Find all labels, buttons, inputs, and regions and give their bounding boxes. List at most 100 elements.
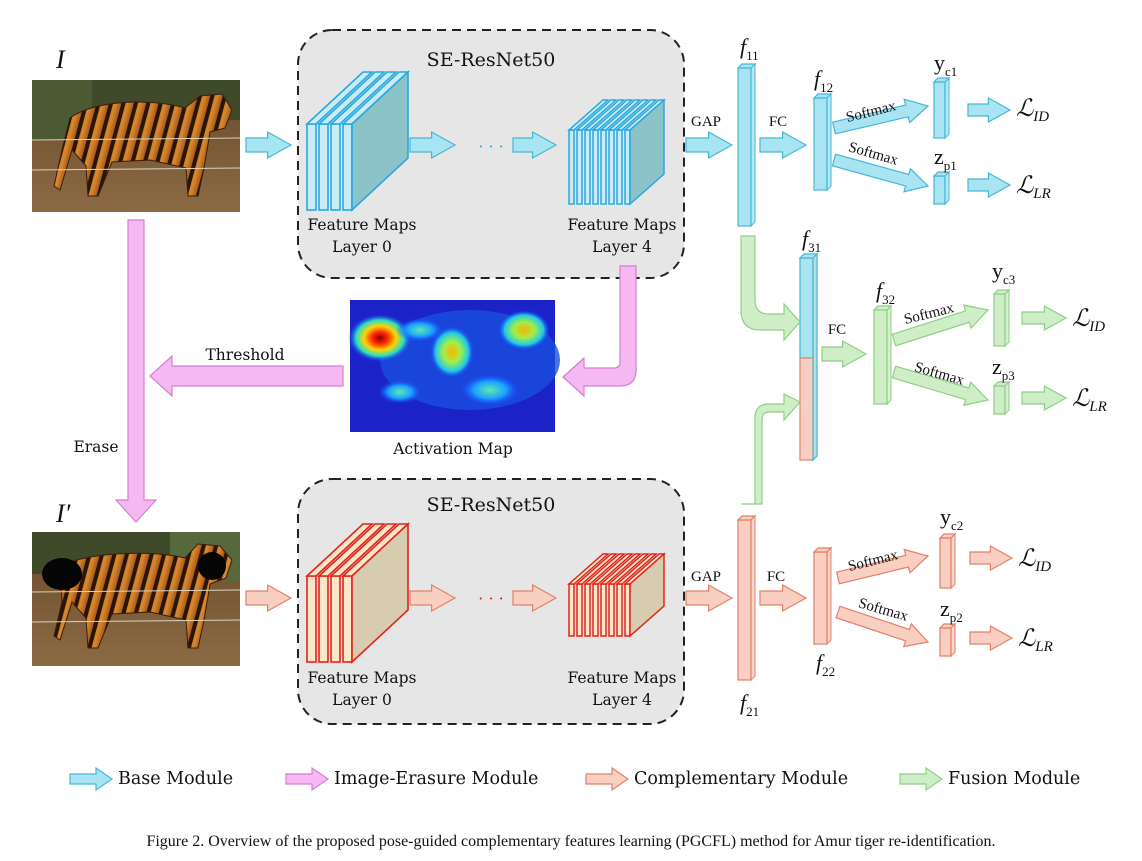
gap-label-bottom: GAP <box>691 569 721 585</box>
arrow-softmax-yc2 <box>835 548 930 585</box>
legend-label-erasure: Image-Erasure Module <box>334 769 539 789</box>
arrow-fc-fusion <box>821 339 868 369</box>
ellipsis-top: · · · <box>478 137 503 156</box>
fc-label-1: FC <box>769 114 787 130</box>
vector-yc3 <box>992 288 1011 348</box>
label-yc1: yc1 <box>934 50 957 79</box>
loss-lr-fusion: ℒLR <box>1072 386 1107 415</box>
activation-map-label: Activation Map <box>392 440 513 458</box>
layer0-top-slice-top <box>328 71 399 125</box>
layer0-top-slice-front <box>330 123 341 211</box>
layer4-top-slice-top <box>607 99 650 131</box>
layer0-label-top-1: Feature Maps <box>307 216 416 234</box>
layer0-top-slice-front <box>306 123 317 211</box>
layer4-bottom-slice-top <box>615 553 658 585</box>
loss-lr-base: ℒLR <box>1016 173 1051 202</box>
arrow-fc-bottom <box>759 583 808 613</box>
vector-yc1-side <box>944 76 950 140</box>
erase-arrow <box>114 219 158 523</box>
layer4-bottom-slice-top <box>567 553 610 585</box>
layer4-top-side <box>629 98 665 206</box>
arrow-softmax-yc1 <box>831 98 930 135</box>
tiger-image <box>31 80 241 212</box>
arrow-to-layer4 <box>512 130 558 160</box>
layer4-label-bottom-1: Feature Maps <box>567 669 676 687</box>
vector-zp3 <box>992 380 1011 416</box>
layer4-bottom-slice-front <box>576 583 583 637</box>
layer4-top-slice-top <box>615 99 658 131</box>
layer4-top-slice-front <box>592 129 599 205</box>
vector-yc2-side <box>950 532 956 590</box>
feature-stack-layer0-top <box>304 70 411 212</box>
label-f11: f11 <box>740 34 759 63</box>
vector-zp2-side <box>950 622 956 658</box>
vector-f21 <box>736 514 757 682</box>
label-yc3: yc3 <box>992 258 1015 287</box>
vector-zp3-front <box>993 385 1006 415</box>
layer4-label-top-1: Feature Maps <box>567 216 676 234</box>
vector-f21-front <box>737 519 752 681</box>
legend-arrow-erasure <box>285 766 330 792</box>
arrow-softmax-zp2 <box>835 605 930 648</box>
vector-zp3-side <box>1004 380 1010 416</box>
arrow-yc2-loss <box>969 544 1014 572</box>
loss-id-base: ℒID <box>1016 96 1049 125</box>
arrow-input-to-backbone <box>245 130 293 160</box>
label-zp1: zp1 <box>934 144 957 173</box>
legend-fusion-module: Fusion Module <box>898 764 1080 794</box>
vector-f21-side <box>750 514 756 682</box>
label-f22: f22 <box>816 650 835 679</box>
layer0-top-slice-front <box>342 123 353 211</box>
arrow-gap-top <box>685 130 734 160</box>
vector-yc2-front <box>939 537 952 589</box>
layer4-bottom-slice-top <box>607 553 650 585</box>
layer0-top-slice-top <box>316 71 387 125</box>
label-zp2: zp2 <box>940 596 963 625</box>
layer4-top-slice-top <box>575 99 618 131</box>
arrow-erased-to-backbone <box>245 583 293 613</box>
loss-id-complementary: ℒID <box>1018 546 1051 575</box>
vector-zp2 <box>938 622 957 658</box>
input-image-label: I <box>55 45 66 74</box>
gap-label-top: GAP <box>691 114 721 130</box>
layer0-bottom-slice-front <box>330 575 341 663</box>
erased-image-label: I′ <box>55 499 71 528</box>
activation-map <box>348 300 560 432</box>
arrow-softmax-zp1 <box>831 153 930 193</box>
layer4-top-slice-front <box>568 129 575 205</box>
layer4-bottom-slice-front <box>616 583 623 637</box>
loss-id-fusion: ℒID <box>1072 306 1105 335</box>
label-f21: f21 <box>740 690 759 719</box>
layer4-bottom-slice-front <box>584 583 591 637</box>
layer4-top-slice-top <box>599 99 642 131</box>
layer0-top-slice-front <box>318 123 329 211</box>
vector-f31 <box>798 252 819 462</box>
vector-f22 <box>812 546 833 646</box>
layer0-bottom-slice-front <box>306 575 317 663</box>
fc-label-2: FC <box>767 569 785 585</box>
vector-f22-front <box>813 551 828 645</box>
vector-f31-upper <box>799 257 814 359</box>
vector-zp1-front <box>933 175 946 205</box>
vector-f32-side <box>886 304 892 406</box>
vector-yc1-front <box>933 81 946 139</box>
vector-f32 <box>872 304 893 406</box>
layer4-top-slice-top <box>567 99 610 131</box>
vector-zp1-side <box>944 170 950 206</box>
legend-arrow-base <box>69 766 114 792</box>
threshold-label: Threshold <box>205 346 284 364</box>
fc-label-3: FC <box>828 322 846 338</box>
layer4-top-slice-front <box>584 129 591 205</box>
arrow-fc-top <box>759 130 808 160</box>
legend-arrow-fusion <box>899 766 944 792</box>
label-f32: f32 <box>876 278 895 307</box>
layer4-bottom-slice-front <box>592 583 599 637</box>
legend-label-base: Base Module <box>118 769 234 789</box>
label-zp3: zp3 <box>992 354 1015 383</box>
vector-zp2-front <box>939 627 952 657</box>
feature-stack-layer0-bottom <box>304 522 411 664</box>
arrow-yc1-loss <box>967 96 1012 124</box>
loss-lr-complementary: ℒLR <box>1018 626 1053 655</box>
vector-zp1 <box>932 170 951 206</box>
